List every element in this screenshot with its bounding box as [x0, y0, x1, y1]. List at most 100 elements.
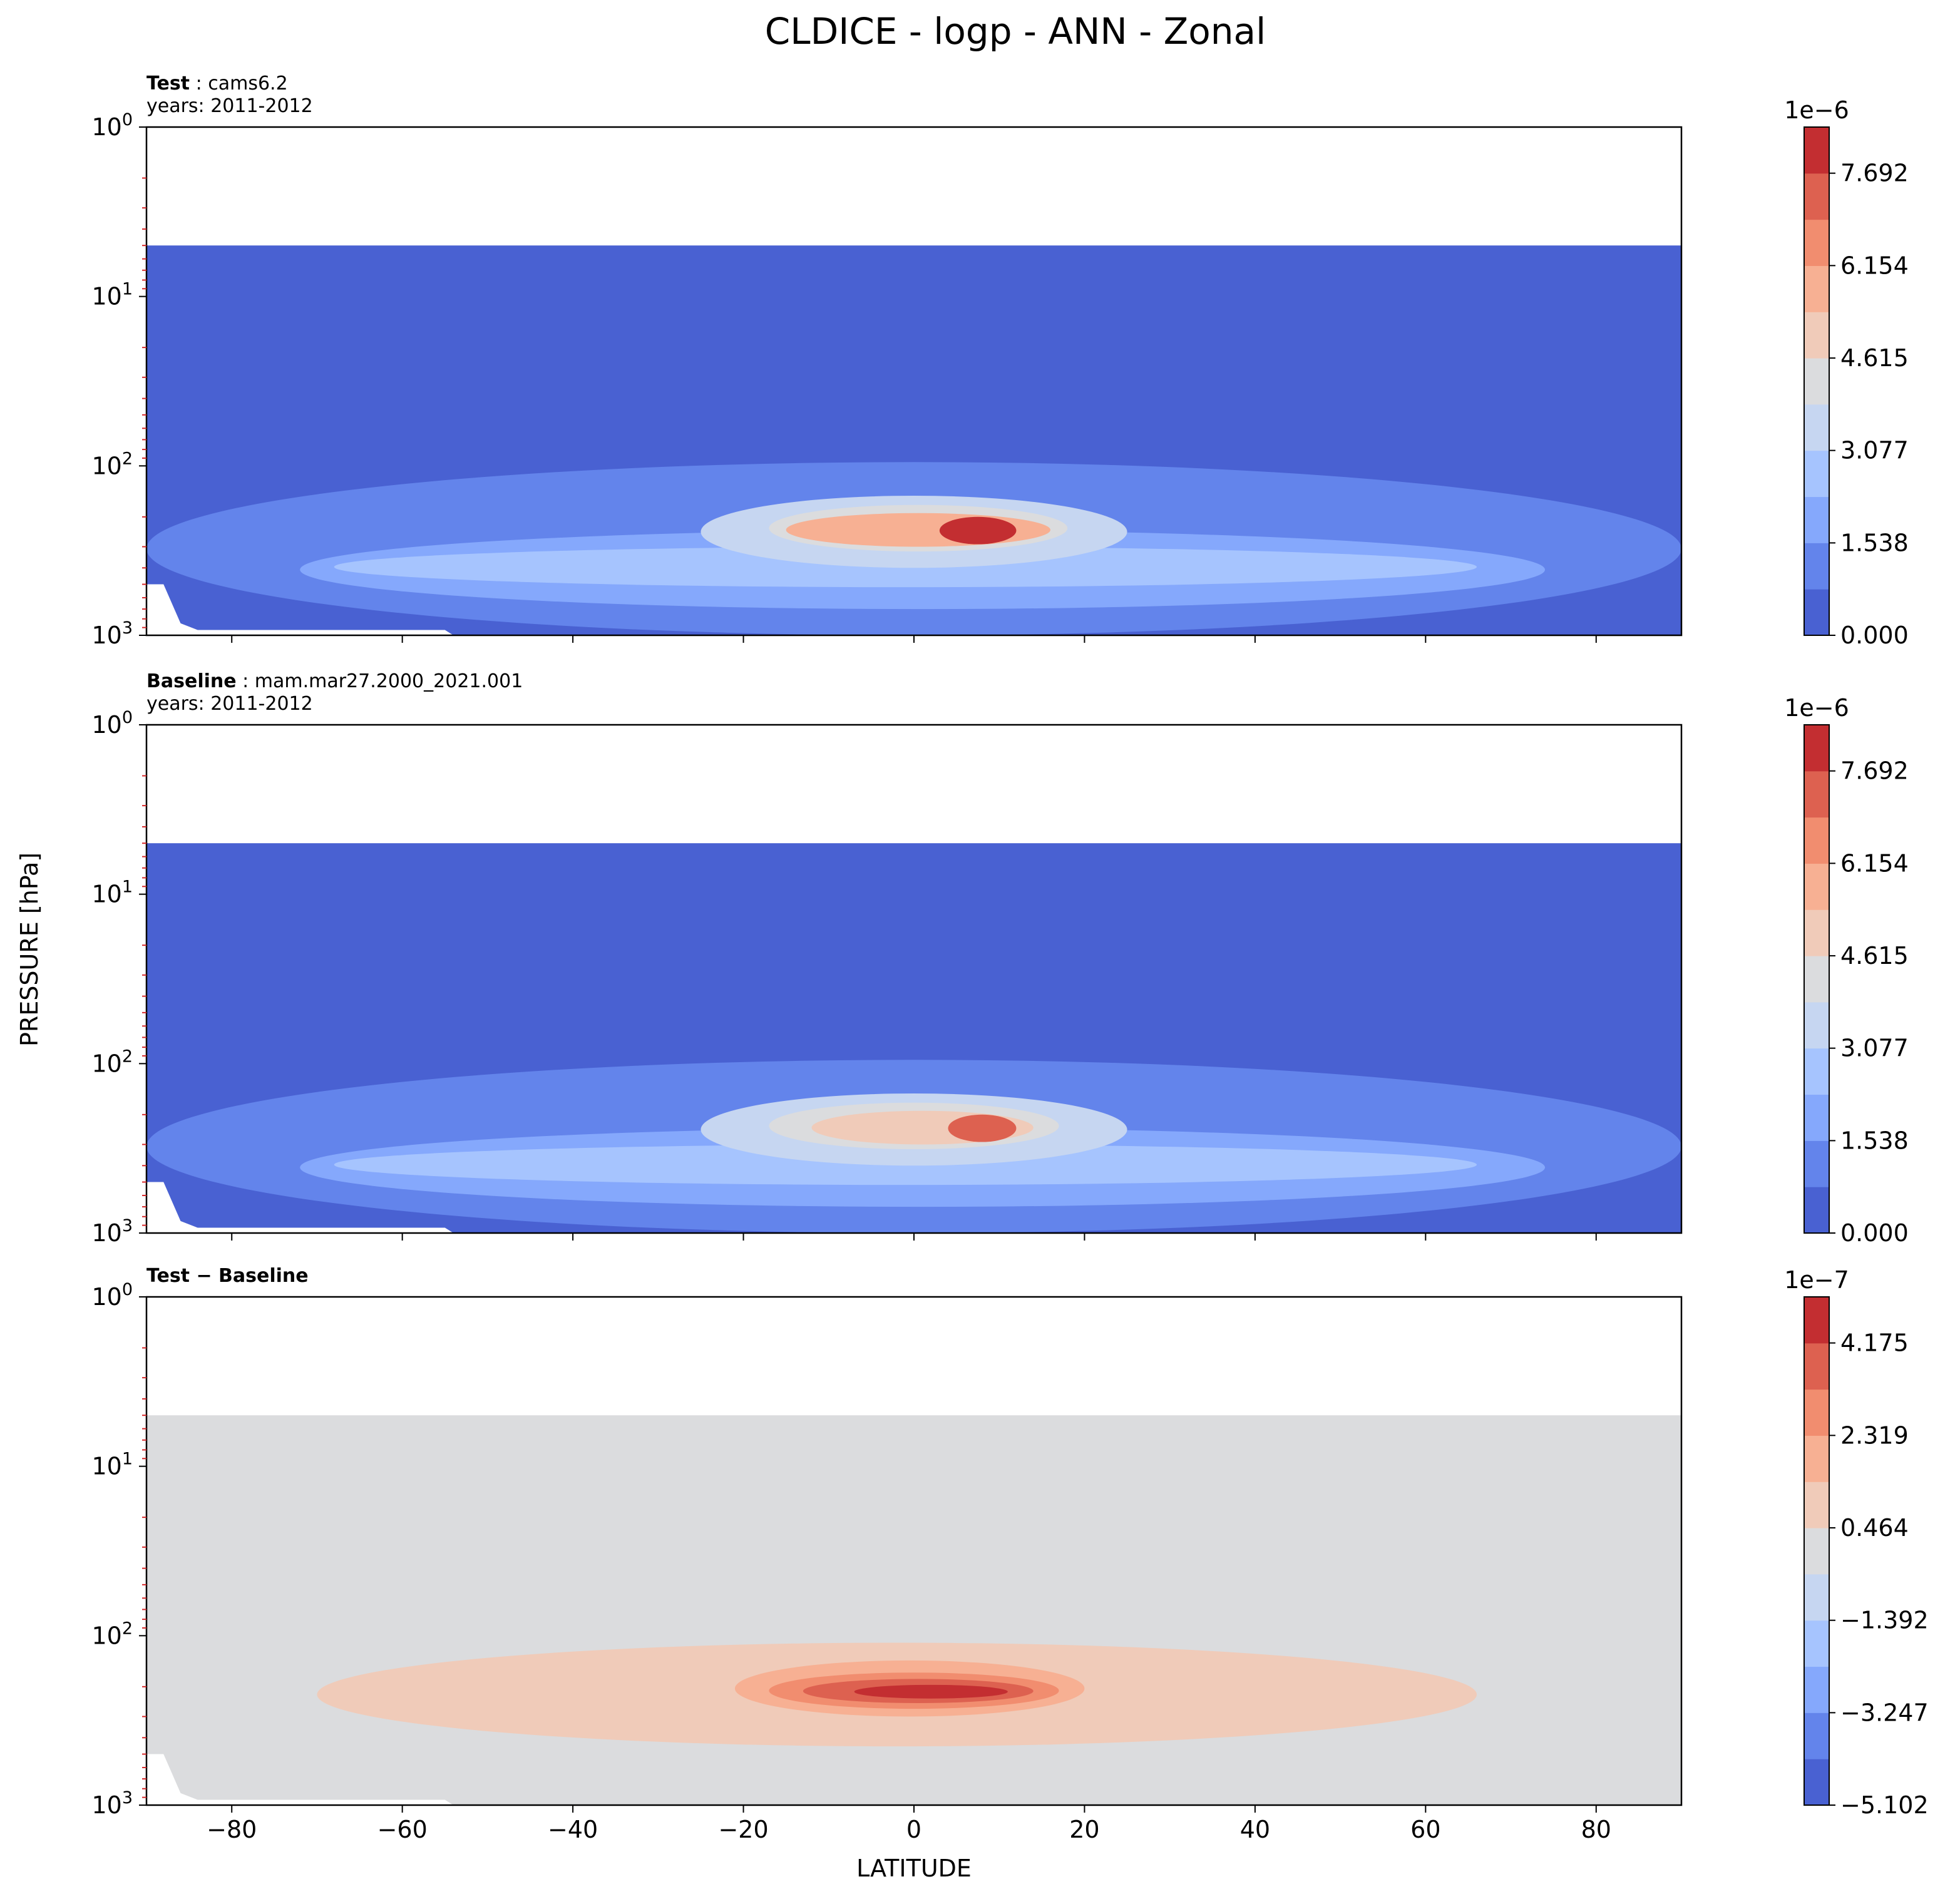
colorbar-segment [1804, 1759, 1829, 1806]
colorbar: −5.102 −3.247 −1.392 0.464 2.319 4.175 1e−7 [1784, 1266, 1928, 1819]
colorbar-tick-label: 3.077 [1840, 1035, 1909, 1062]
colorbar-segment [1804, 404, 1829, 451]
colorbar-tick-label: −1.392 [1840, 1607, 1929, 1634]
colorbar-segment [1804, 173, 1829, 220]
colorbar-segment [1804, 496, 1829, 543]
colorbar-segment [1804, 1574, 1829, 1621]
colorbar-tick-label: 0.464 [1840, 1514, 1909, 1542]
panel-label: Test : cams6.2 [146, 73, 288, 95]
colorbar-tick-label: 0.000 [1840, 1219, 1909, 1247]
contour-level-9-region-6 [948, 1114, 1017, 1142]
panel-years: years: 2011-2012 [146, 95, 313, 117]
y-tick-label: 101 [91, 1450, 133, 1480]
colorbar-segment [1804, 956, 1829, 1003]
colorbar-segment [1804, 1666, 1829, 1713]
colorbar-tick-label: 3.077 [1840, 437, 1909, 464]
colorbar-segment [1804, 1187, 1829, 1234]
contour-fill [146, 1415, 1681, 1805]
figure-title: CLDICE - logp - ANN - Zonal [765, 10, 1266, 53]
colorbar-segment [1804, 1389, 1829, 1436]
colorbar: 0.000 1.538 3.077 4.615 6.154 7.692 1e−6 [1784, 694, 1909, 1247]
y-tick-label: 101 [91, 878, 133, 908]
colorbar-segment [1804, 127, 1829, 174]
x-tick-label: 0 [906, 1816, 921, 1843]
colorbar-frame [1804, 126, 1830, 636]
colorbar-segment [1804, 817, 1829, 864]
colorbar-tick-label: 4.175 [1840, 1329, 1909, 1357]
terrain-mask [146, 584, 454, 635]
colorbar-segment [1804, 1435, 1829, 1482]
colorbar-tick-label: −5.102 [1840, 1791, 1929, 1819]
colorbar-segment [1804, 1528, 1829, 1575]
colorbar-segment [1804, 219, 1829, 266]
colorbar-tick-label: 7.692 [1840, 160, 1909, 187]
x-tick-label: 20 [1069, 1816, 1099, 1843]
x-tick-label: −60 [377, 1816, 428, 1843]
colorbar-segment [1804, 770, 1829, 818]
y-tick-label: 101 [91, 280, 133, 310]
y-tick-label: 100 [91, 708, 133, 739]
colorbar-tick-label: 0.000 [1840, 622, 1909, 649]
terrain-mask [146, 1754, 454, 1805]
colorbar-segment [1804, 589, 1829, 636]
colorbar-tick-label: 7.692 [1840, 757, 1909, 785]
colorbar-segment [1804, 725, 1829, 772]
colorbar-segment [1804, 1712, 1829, 1759]
colorbar-tick-label: 6.154 [1840, 252, 1909, 279]
colorbar: 0.000 1.538 3.077 4.615 6.154 7.692 1e−6 [1784, 96, 1909, 649]
x-tick-label: 60 [1410, 1816, 1440, 1843]
colorbar-tick-label: 1.538 [1840, 529, 1909, 556]
panel-label: Baseline : mam.mar27.2000_2021.001 [146, 670, 523, 692]
colorbar-segment [1804, 1343, 1829, 1390]
colorbar-frame [1804, 1296, 1830, 1806]
colorbar-segment [1804, 265, 1829, 312]
x-tick-label: −40 [548, 1816, 598, 1843]
x-tick-label: 40 [1240, 1816, 1270, 1843]
x-tick-label: 80 [1581, 1816, 1611, 1843]
contour-level-10-region-6 [939, 516, 1017, 545]
colorbar-tick-label: 4.615 [1840, 344, 1909, 372]
colorbar-segment [1804, 1140, 1829, 1187]
y-tick-label: 103 [91, 1216, 133, 1247]
y-tick-label: 100 [91, 110, 133, 141]
colorbar-tick-label: 6.154 [1840, 849, 1909, 877]
colorbar-exponent: 1e−6 [1784, 96, 1849, 124]
panel-years: years: 2011-2012 [146, 693, 313, 715]
x-tick-label: −80 [207, 1816, 257, 1843]
x-axis-label: LATITUDE [856, 1855, 972, 1882]
y-tick-label: 100 [91, 1280, 133, 1311]
colorbar-exponent: 1e−7 [1784, 1266, 1849, 1294]
colorbar-segment [1804, 909, 1829, 956]
y-tick-label: 102 [91, 449, 133, 479]
panel-baseline: 100 101 102 103 Baseline : mam.mar27.2000_20… [91, 670, 1908, 1247]
y-tick-label: 102 [91, 1619, 133, 1649]
y-tick-label: 103 [91, 1788, 133, 1819]
colorbar-segment [1804, 1001, 1829, 1049]
colorbar-segment [1804, 1297, 1829, 1344]
y-tick-label: 102 [91, 1047, 133, 1077]
colorbar-segment [1804, 358, 1829, 405]
colorbar-segment [1804, 312, 1829, 359]
colorbar-tick-label: 1.538 [1840, 1127, 1909, 1154]
y-tick-label: 103 [91, 618, 133, 649]
y-axis-label: PRESSURE [hPa] [16, 852, 43, 1047]
terrain-mask [146, 1182, 454, 1233]
x-tick-label: −20 [718, 1816, 768, 1843]
field-background [146, 1415, 1681, 1805]
colorbar-exponent: 1e−6 [1784, 694, 1849, 722]
colorbar-segment [1804, 1482, 1829, 1528]
contour-fill [146, 245, 1681, 635]
panel-label: Test − Baseline [146, 1265, 309, 1287]
colorbar-frame [1804, 724, 1830, 1234]
colorbar-tick-label: −3.247 [1840, 1699, 1929, 1726]
colorbar-segment [1804, 1048, 1829, 1095]
panel-diff: −80 −60 −40 −20 0 20 40 60 80 100 101 102 103 Test − … [91, 1265, 1928, 1843]
contour-level-10-region-4 [854, 1684, 1008, 1699]
colorbar-segment [1804, 450, 1829, 498]
colorbar-tick-label: 2.319 [1840, 1421, 1909, 1449]
colorbar-tick-label: 4.615 [1840, 942, 1909, 970]
colorbar-segment [1804, 1094, 1829, 1141]
